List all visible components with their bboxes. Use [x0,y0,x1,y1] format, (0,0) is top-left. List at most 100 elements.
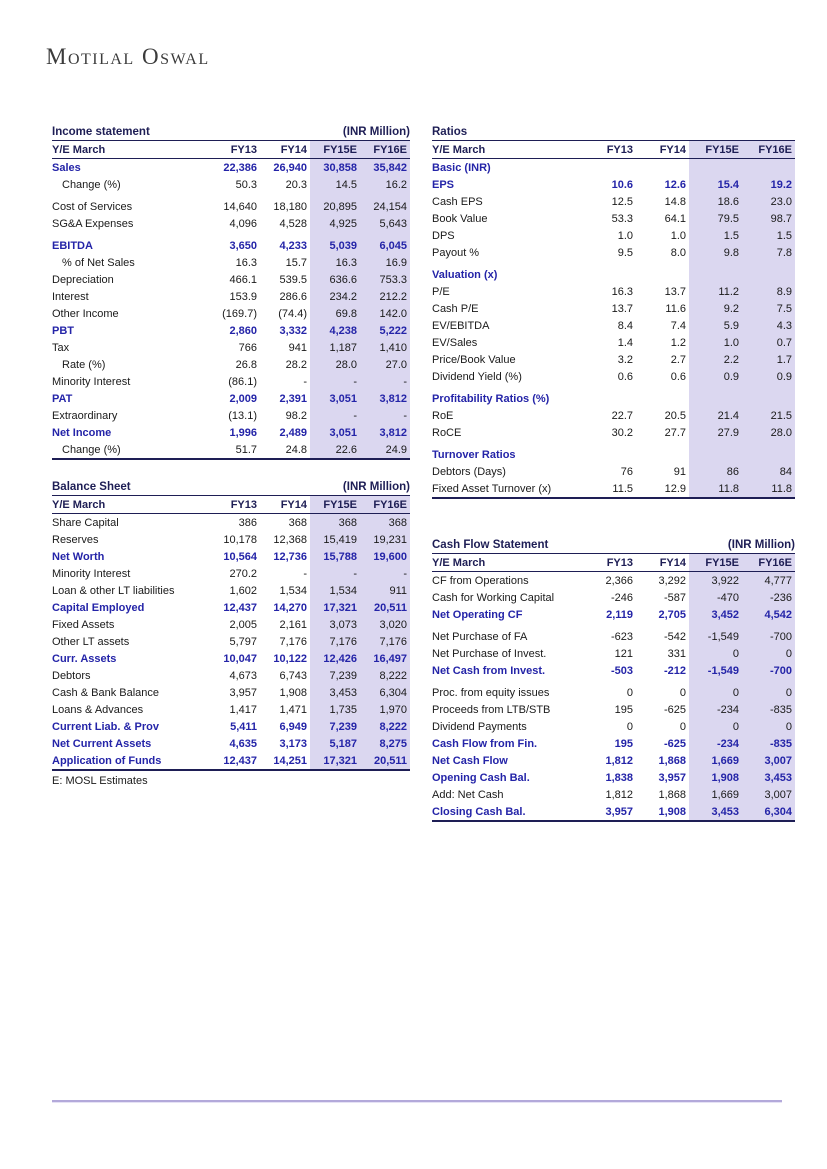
cell-value: 6,304 [764,805,792,818]
table-row: Application of Funds 12,437 14,251 17,321 20… [52,752,410,769]
cell-value: 2,860 [229,324,257,337]
table-header-row: Y/E March FY13 FY14 FY15E FY16E [52,496,410,514]
table-row: Payout % 9.5 8.0 9.8 7.8 [432,244,795,261]
cell-value: 12,736 [273,550,307,563]
cell-value: 331 [667,647,686,660]
cell-value: 14,270 [273,601,307,614]
cell-value: 10,564 [223,550,257,563]
cell-value: 1,868 [658,754,686,767]
cell-value: 12.9 [664,482,686,495]
table-row: Debtors 4,673 6,743 7,239 8,222 [52,667,410,684]
cell-value: 17,321 [323,754,357,767]
table-row: PBT 2,860 3,332 4,238 5,222 [52,322,410,339]
cell-value: 539.5 [279,273,307,286]
cell-value: 1,410 [379,341,407,354]
table-unit: (INR Million) [342,481,410,493]
row-label: Cash Flow from Fin. [432,737,538,750]
cell-value: 22.7 [611,409,633,422]
cell-value: 21.4 [717,409,739,422]
cell-value: 212.2 [379,290,407,303]
table-row: Loans & Advances 1,417 1,471 1,735 1,970 [52,701,410,718]
cell-value: 1,868 [658,788,686,801]
table-row: % of Net Sales 16.3 15.7 16.3 16.9 [52,254,410,271]
cell-value: 0 [626,686,633,699]
table-title-row: Cash Flow Statement (INR Million) [432,535,795,554]
cell-value: 20,895 [323,200,357,213]
table-body: Y/E March FY13 FY14 FY15E FY16E Share Capita… [52,496,410,771]
cell-value: 2,366 [605,574,633,587]
column-header: FY16E [758,143,792,156]
cell-value: -835 [769,737,792,750]
table-title-row: Balance Sheet (INR Million) [52,477,410,496]
cell-value: 5,643 [379,217,407,230]
row-label: EV/Sales [432,336,478,349]
row-label: Minority Interest [52,375,131,388]
cell-value: 69.8 [335,307,357,320]
cell-value: 386 [238,516,257,529]
cell-value: 9.5 [617,246,633,259]
table-row: Other LT assets 5,797 7,176 7,176 7,176 [52,633,410,650]
table-row: Profitability Ratios (%) [432,390,795,407]
table-rows: CF from Operations 2,366 3,292 3,922 4,777 Ca… [432,572,795,820]
row-label: Net Cash from Invest. [432,664,546,677]
row-label: Share Capital [52,516,119,529]
cell-value: 21.5 [770,409,792,422]
row-label: Cash for Working Capital [432,591,555,604]
row-label: Other Income [52,307,119,320]
cell-value: 3,957 [229,686,257,699]
column-header: FY15E [323,498,357,511]
table-row: Depreciation 466.1 539.5 636.6 753.3 [52,271,410,288]
row-label: Extraordinary [52,409,118,422]
cell-value: 1,534 [279,584,307,597]
cell-value: 10.6 [611,178,633,191]
cell-value: 28.0 [770,426,792,439]
row-label: Cash P/E [432,302,479,315]
cell-value: -625 [663,737,686,750]
table-rows: Share Capital 386 368 368 368 Reserves 10,178 1… [52,514,410,769]
cell-value: 3,173 [279,737,307,750]
cell-value: 18.6 [717,195,739,208]
cell-value: 3,922 [711,574,739,587]
cell-value: - [303,567,307,580]
column-header: FY16E [373,498,407,511]
cell-value: -587 [663,591,686,604]
table-row: Closing Cash Bal. 3,957 1,908 3,453 6,304 [432,803,795,820]
cell-value: 14.8 [664,195,686,208]
cell-value: 7.8 [776,246,792,259]
column-header: FY13 [230,143,257,156]
estimates-footnote: E: MOSL Estimates [52,775,148,787]
cell-value: 9.2 [723,302,739,315]
row-label: Net Purchase of Invest. [432,647,547,660]
table-row: Net Worth 10,564 12,736 15,788 19,600 [52,548,410,565]
cell-value: 941 [288,341,307,354]
row-label: Minority Interest [52,567,131,580]
row-label: Net Income [52,426,112,439]
row-label: Opening Cash Bal. [432,771,530,784]
cell-value: 5.9 [723,319,739,332]
table-row: Book Value 53.3 64.1 79.5 98.7 [432,210,795,227]
cell-value: 1,996 [229,426,257,439]
table-row: Current Liab. & Prov 5,411 6,949 7,239 8,222 [52,718,410,735]
row-label: Tax [52,341,70,354]
table-row: Sales 22,386 26,940 30,858 35,842 [52,159,410,176]
cell-value: 2,005 [229,618,257,631]
cell-value: 16.9 [385,256,407,269]
balance-sheet-table: Balance Sheet (INR Million) Y/E March FY1… [52,477,410,787]
row-label: CF from Operations [432,574,529,587]
cell-value: 0.6 [670,370,686,383]
cell-value: 1.5 [776,229,792,242]
table-row: Cash for Working Capital -246 -587 -470 -236 [432,589,795,606]
cell-value: 1.5 [723,229,739,242]
estimate-columns-highlight [689,554,795,820]
row-label: EBITDA [52,239,93,252]
table-row: Proc. from equity issues 0 0 0 0 [432,684,795,701]
cell-value: 26,940 [273,161,307,174]
cell-value: 27.9 [717,426,739,439]
row-label: RoE [432,409,454,422]
table-title: Ratios [432,126,468,138]
table-title-row: Income statement (INR Million) [52,122,410,141]
cell-value: -542 [663,630,686,643]
cell-value: 10,122 [273,652,307,665]
cell-value: 17,321 [323,601,357,614]
cell-value: 12.5 [611,195,633,208]
